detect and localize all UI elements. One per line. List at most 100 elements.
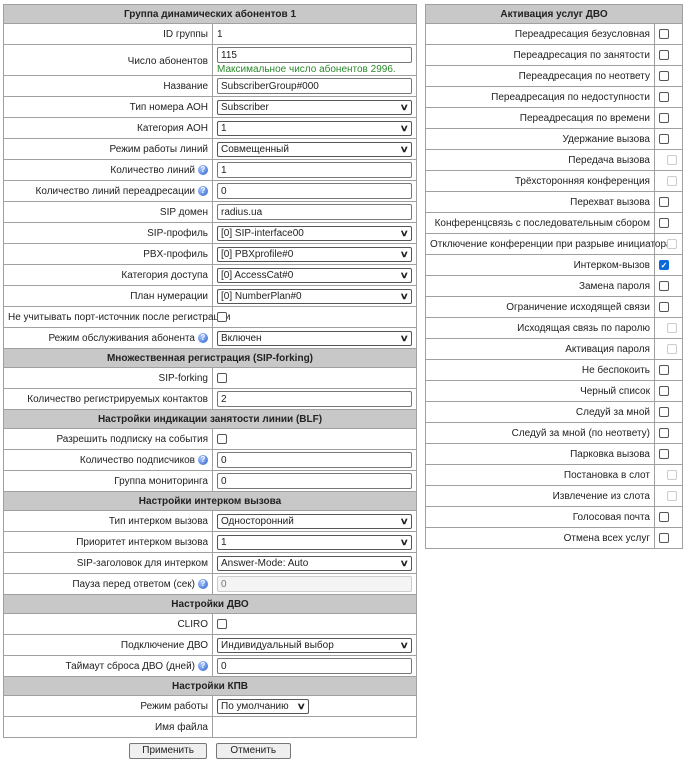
service-checkbox[interactable] bbox=[658, 70, 669, 81]
field-label: Количество регистрируемых контактов bbox=[27, 393, 208, 405]
service-row: Переадресация по недоступности bbox=[425, 86, 684, 108]
service-checkbox[interactable] bbox=[658, 385, 669, 396]
field-label: Не учитывать порт-источник после регистр… bbox=[8, 311, 231, 323]
text-input[interactable]: 115 bbox=[217, 47, 412, 63]
selected-value: Subscriber bbox=[221, 101, 269, 113]
service-label: Замена пароля bbox=[425, 275, 655, 297]
form-row: Количество регистрируемых контактов 2 bbox=[3, 388, 417, 410]
dropdown-select[interactable]: Answer-Mode: Auto ∨ bbox=[217, 555, 412, 571]
text-input[interactable]: SubscriberGroup#000 bbox=[217, 78, 412, 94]
cancel-button[interactable]: Отменить bbox=[215, 743, 291, 759]
selected-value: 1 bbox=[221, 536, 227, 548]
dropdown-select[interactable]: [0] SIP-interface00 ∨ bbox=[217, 225, 412, 241]
service-checkbox[interactable] bbox=[658, 217, 669, 228]
text-input[interactable]: 2 bbox=[217, 391, 412, 407]
dropdown-select[interactable]: [0] PBXprofile#0 ∨ bbox=[217, 246, 412, 262]
dropdown-select[interactable]: Односторонний ∨ bbox=[217, 513, 412, 529]
form-row: Название SubscriberGroup#000 bbox=[3, 75, 417, 97]
help-icon[interactable]: ? bbox=[198, 578, 208, 589]
service-label: Следуй за мной bbox=[425, 401, 655, 423]
service-checkbox[interactable] bbox=[658, 448, 669, 459]
service-label: Перехват вызова bbox=[425, 191, 655, 213]
checkbox[interactable] bbox=[217, 618, 227, 629]
section-title: Настройки ДВО bbox=[3, 594, 417, 614]
service-checkbox[interactable] bbox=[658, 112, 669, 123]
service-label: Передача вызова bbox=[425, 149, 655, 171]
service-row: Интерком-вызов ✓ bbox=[425, 254, 684, 276]
service-row: Передача вызова bbox=[425, 149, 684, 171]
section-title: Настройки КПВ bbox=[3, 676, 417, 696]
service-checkbox[interactable] bbox=[658, 49, 669, 60]
text-input[interactable]: 0 bbox=[217, 473, 412, 489]
dropdown-select[interactable]: Индивидуальный выбор ∨ bbox=[217, 637, 412, 653]
selected-value: Индивидуальный выбор bbox=[221, 639, 334, 651]
service-checkbox[interactable] bbox=[658, 364, 669, 375]
form-row: SIP-forking bbox=[3, 367, 417, 389]
text-input[interactable]: radius.ua bbox=[217, 204, 412, 220]
service-checkbox bbox=[666, 154, 677, 165]
service-checkbox[interactable] bbox=[658, 532, 669, 543]
help-icon[interactable]: ? bbox=[198, 164, 208, 175]
apply-button[interactable]: Применить bbox=[129, 743, 207, 759]
field-value: 1 bbox=[217, 28, 223, 40]
service-checkbox[interactable] bbox=[658, 301, 669, 312]
section-title: Группа динамических абонентов 1 bbox=[3, 4, 417, 24]
dropdown-select[interactable]: Subscriber ∨ bbox=[217, 99, 412, 115]
text-input[interactable]: 0 bbox=[217, 452, 412, 468]
chevron-down-icon: ∨ bbox=[400, 248, 410, 259]
help-icon[interactable]: ? bbox=[198, 332, 208, 343]
service-label: Извлечение из слота bbox=[425, 485, 655, 507]
service-checkbox[interactable] bbox=[658, 511, 669, 522]
help-icon[interactable]: ? bbox=[198, 660, 208, 671]
field-label: SIP домен bbox=[159, 206, 208, 218]
service-label: Черный список bbox=[425, 380, 655, 402]
dropdown-select[interactable]: 1 ∨ bbox=[217, 534, 412, 550]
field-label: PBX-профиль bbox=[143, 248, 208, 260]
checkbox[interactable] bbox=[217, 311, 227, 322]
service-checkbox[interactable] bbox=[658, 427, 669, 438]
text-input[interactable]: 0 bbox=[217, 576, 412, 592]
selected-value: [0] NumberPlan#0 bbox=[221, 290, 302, 302]
help-icon[interactable]: ? bbox=[198, 454, 208, 465]
dropdown-select[interactable]: 1 ∨ bbox=[217, 120, 412, 136]
text-input[interactable]: 0 bbox=[217, 658, 412, 674]
service-checkbox[interactable] bbox=[658, 28, 669, 39]
service-row: Не беспокоить bbox=[425, 359, 684, 381]
group-settings-table: Группа динамических абонентов 1 ID группы… bbox=[3, 4, 417, 738]
service-checkbox[interactable] bbox=[658, 196, 669, 207]
service-row: Ограничение исходящей связи bbox=[425, 296, 684, 318]
service-label: Переадресация по времени bbox=[425, 107, 655, 129]
chevron-down-icon: ∨ bbox=[400, 269, 410, 280]
dropdown-select[interactable]: Совмещенный ∨ bbox=[217, 141, 412, 157]
text-input[interactable]: 0 bbox=[217, 183, 412, 199]
section-header: Настройки КПВ bbox=[3, 676, 417, 696]
dropdown-select[interactable]: [0] AccessCat#0 ∨ bbox=[217, 267, 412, 283]
service-checkbox bbox=[666, 175, 677, 186]
text-input[interactable]: 1 bbox=[217, 162, 412, 178]
form-row: Таймаут сброса ДВО (дней)? 0 bbox=[3, 655, 417, 677]
service-row: Замена пароля bbox=[425, 275, 684, 297]
service-row: Извлечение из слота bbox=[425, 485, 684, 507]
service-checkbox[interactable] bbox=[658, 133, 669, 144]
service-checkbox[interactable] bbox=[658, 406, 669, 417]
field-label: Количество линий переадресации bbox=[35, 185, 195, 197]
field-label: Имя файла bbox=[154, 721, 208, 733]
dropdown-select[interactable]: [0] NumberPlan#0 ∨ bbox=[217, 288, 412, 304]
service-checkbox[interactable] bbox=[658, 280, 669, 291]
service-label: Отмена всех услуг bbox=[425, 527, 655, 549]
help-icon[interactable]: ? bbox=[198, 185, 208, 196]
form-buttons: Применить Отменить bbox=[0, 743, 420, 759]
dropdown-select[interactable]: По умолчанию ∨ bbox=[217, 698, 309, 714]
service-label: Удержание вызова bbox=[425, 128, 655, 150]
chevron-down-icon: ∨ bbox=[400, 515, 410, 526]
service-checkbox[interactable] bbox=[658, 91, 669, 102]
service-label: Ограничение исходящей связи bbox=[425, 296, 655, 318]
service-label: Переадресация по недоступности bbox=[425, 86, 655, 108]
selected-value: 1 bbox=[221, 122, 227, 134]
dropdown-select[interactable]: Включен ∨ bbox=[217, 330, 412, 346]
form-row: Режим работы линий Совмещенный ∨ bbox=[3, 138, 417, 160]
service-checkbox[interactable]: ✓ bbox=[658, 259, 669, 270]
checkbox[interactable] bbox=[217, 433, 227, 444]
selected-value: Односторонний bbox=[221, 515, 294, 527]
checkbox[interactable] bbox=[217, 372, 227, 383]
